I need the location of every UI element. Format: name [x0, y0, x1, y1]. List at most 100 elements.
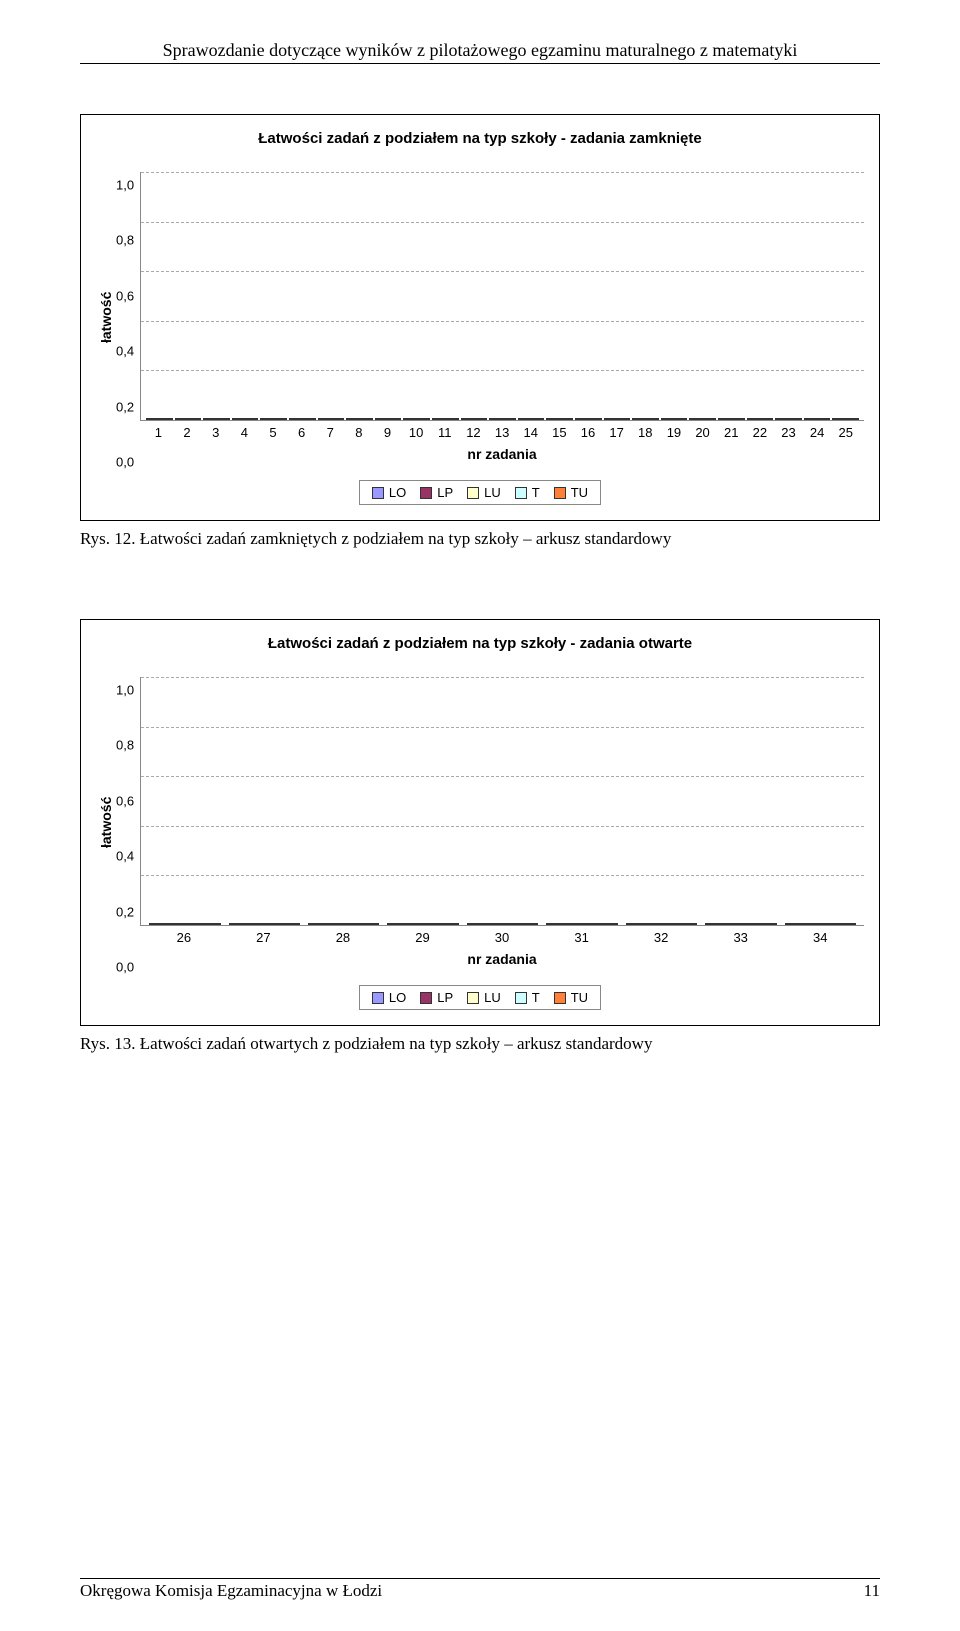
xtick-label: 32	[621, 930, 701, 945]
bar-group	[626, 923, 697, 925]
bar-group	[467, 923, 538, 925]
legend-swatch	[515, 992, 527, 1004]
bar-group	[785, 923, 856, 925]
bar-group	[461, 418, 488, 420]
chart2-yaxis: 1,00,80,60,40,20,0	[116, 677, 140, 967]
ytick-label: 0,4	[116, 345, 134, 358]
bar-group	[346, 418, 373, 420]
bar-group	[146, 418, 173, 420]
xtick-label: 10	[402, 425, 431, 440]
legend-item-LO: LO	[372, 485, 406, 500]
xtick-label: 12	[459, 425, 488, 440]
caption2: Rys. 13. Łatwości zadań otwartych z podz…	[80, 1034, 880, 1054]
bar-TU	[711, 418, 716, 420]
xtick-label: 30	[462, 930, 542, 945]
bar-TU	[625, 418, 630, 420]
bar-LU	[813, 923, 827, 925]
bar-TU	[768, 418, 773, 420]
chart1-plot-area	[140, 172, 864, 421]
bar-LO	[467, 923, 481, 925]
bar-TU	[282, 418, 287, 420]
xtick-label: 23	[774, 425, 803, 440]
xtick-label: 8	[345, 425, 374, 440]
xtick-label: 17	[602, 425, 631, 440]
bar-T	[827, 923, 841, 925]
footer-right: 11	[864, 1581, 880, 1601]
xtick-label: 24	[803, 425, 832, 440]
bar-TU	[596, 418, 601, 420]
bar-TU	[286, 923, 300, 925]
bar-T	[669, 923, 683, 925]
bar-LU	[337, 923, 351, 925]
bar-TU	[445, 923, 459, 925]
bar-TU	[825, 418, 830, 420]
bar-TU	[253, 418, 258, 420]
legend-item-LP: LP	[420, 485, 453, 500]
legend-label: LO	[389, 485, 406, 500]
legend-label: LU	[484, 485, 501, 500]
bar-group	[489, 418, 516, 420]
bar-TU	[524, 923, 538, 925]
bar-group	[175, 418, 202, 420]
bar-group	[575, 418, 602, 420]
legend-item-T: T	[515, 485, 540, 500]
ytick-label: 0,2	[116, 400, 134, 413]
page: Sprawozdanie dotyczące wyników z pilotaż…	[0, 0, 960, 1631]
chart1-xlabel: nr zadania	[140, 446, 864, 462]
bars-row	[141, 677, 864, 925]
bar-group	[308, 923, 379, 925]
bar-LU	[734, 923, 748, 925]
xtick-label: 14	[516, 425, 545, 440]
xtick-label: 28	[303, 930, 383, 945]
bars-row	[141, 172, 864, 420]
bar-group	[518, 418, 545, 420]
bar-LU	[495, 923, 509, 925]
bar-group	[546, 923, 617, 925]
bar-LP	[163, 923, 177, 925]
bar-group	[546, 418, 573, 420]
legend-label: T	[532, 990, 540, 1005]
legend-swatch	[467, 992, 479, 1004]
bar-group	[375, 418, 402, 420]
bar-group	[689, 418, 716, 420]
bar-TU	[653, 418, 658, 420]
chart1-plot-wrap: łatwość 1,00,80,60,40,20,0 1234567891011…	[96, 172, 864, 462]
chart1-legend: LO LP LU T TU	[96, 480, 864, 505]
ytick-label: 1,0	[116, 684, 134, 697]
bar-TU	[396, 418, 401, 420]
bar-TU	[225, 418, 230, 420]
chart2-legend: LOLPLUTTU	[96, 985, 864, 1010]
bar-LP	[719, 923, 733, 925]
legend-item-T: T	[515, 990, 540, 1005]
bar-LO	[387, 923, 401, 925]
bar-group	[403, 418, 430, 420]
bar-TU	[796, 418, 801, 420]
xtick-label: 34	[780, 930, 860, 945]
xtick-label: 15	[545, 425, 574, 440]
bar-LU	[416, 923, 430, 925]
chart1-plot-and-x: 1234567891011121314151617181920212223242…	[140, 172, 864, 462]
ytick-label: 0,0	[116, 960, 134, 973]
bar-group	[804, 418, 831, 420]
xtick-label: 9	[373, 425, 402, 440]
legend-item-TU: TU	[554, 485, 588, 500]
xtick-label: 27	[224, 930, 304, 945]
bar-T	[510, 923, 524, 925]
chart2-plot-and-x: 262728293031323334 nr zadania	[140, 677, 864, 967]
bar-TU	[854, 418, 859, 420]
bar-TU	[453, 418, 458, 420]
chart1-xaxis: 1234567891011121314151617181920212223242…	[140, 421, 864, 440]
bar-TU	[568, 418, 573, 420]
chart1-ylabel: łatwość	[96, 172, 116, 462]
xtick-label: 2	[173, 425, 202, 440]
bar-LP	[402, 923, 416, 925]
bar-group	[203, 418, 230, 420]
bar-T	[271, 923, 285, 925]
bar-group	[432, 418, 459, 420]
chart1-legend-box: LO LP LU T TU	[359, 480, 601, 505]
bar-group	[705, 923, 776, 925]
legend-label: LP	[437, 485, 453, 500]
legend-swatch	[420, 487, 432, 499]
xtick-label: 19	[660, 425, 689, 440]
bar-TU	[167, 418, 172, 420]
